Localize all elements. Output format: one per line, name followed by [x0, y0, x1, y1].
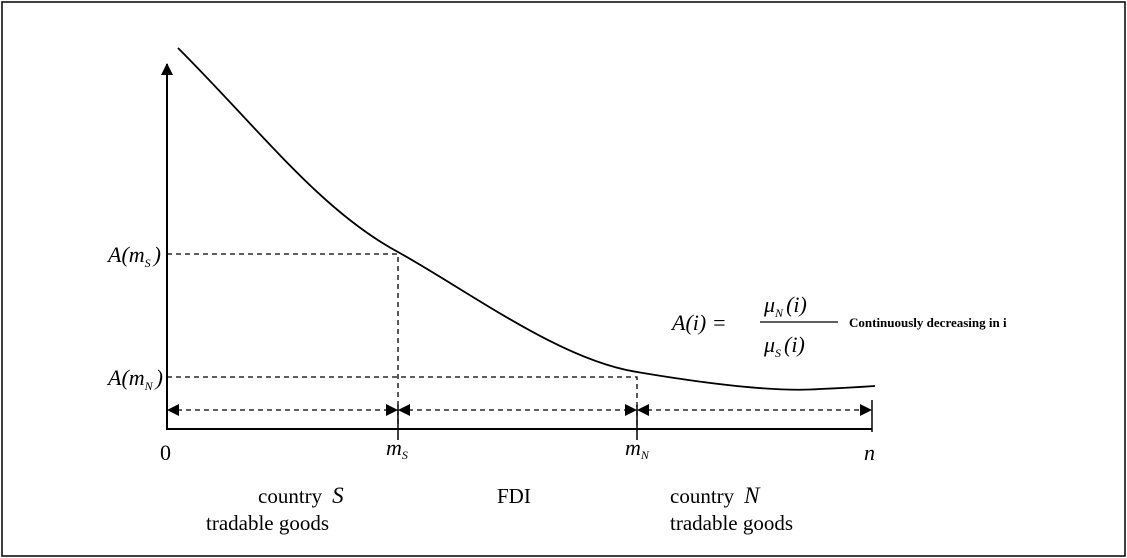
- label-sub: S: [145, 256, 151, 270]
- label-text: μ: [763, 292, 775, 317]
- x-label: mN: [625, 435, 650, 462]
- label-text: μ: [763, 332, 775, 357]
- label-sub: N: [640, 448, 650, 462]
- region-label: tradable goods: [206, 511, 329, 535]
- label-text: (i): [784, 332, 805, 357]
- origin-label: 0: [160, 440, 171, 465]
- region-label: country N: [670, 483, 761, 508]
- label-text: m: [386, 435, 402, 460]
- label-text: A(m: [106, 365, 145, 390]
- y-label: A(mS): [106, 242, 161, 270]
- guide-line: [167, 376, 638, 429]
- formula-denominator: μS (i): [763, 332, 805, 360]
- region-label: tradable goods: [670, 511, 793, 535]
- region-label: country S: [258, 483, 344, 508]
- label-text: ): [152, 242, 161, 267]
- annotation: Continuously decreasing in i: [849, 315, 1007, 330]
- label-text: (i): [786, 292, 807, 317]
- formula-lhs: A(i) =: [670, 310, 727, 335]
- label-text: country: [258, 484, 323, 508]
- label-country: N: [743, 483, 761, 508]
- label-text: country: [670, 484, 735, 508]
- x-end-label: n: [864, 440, 875, 465]
- label-sub: S: [775, 346, 781, 360]
- label-sub: S: [402, 448, 408, 462]
- label-sub: N: [144, 379, 154, 393]
- label-country: S: [332, 483, 344, 508]
- x-label: mS: [386, 435, 408, 462]
- label-text: ): [154, 365, 163, 390]
- guide-line: [167, 253, 399, 429]
- label-text: m: [625, 435, 641, 460]
- label-text: A(m: [106, 242, 145, 267]
- y-label: A(mN): [106, 365, 163, 393]
- region-label: FDI: [497, 484, 531, 508]
- label-sub: N: [774, 306, 784, 320]
- formula-numerator: μN (i): [763, 292, 807, 320]
- curve: [177, 47, 876, 391]
